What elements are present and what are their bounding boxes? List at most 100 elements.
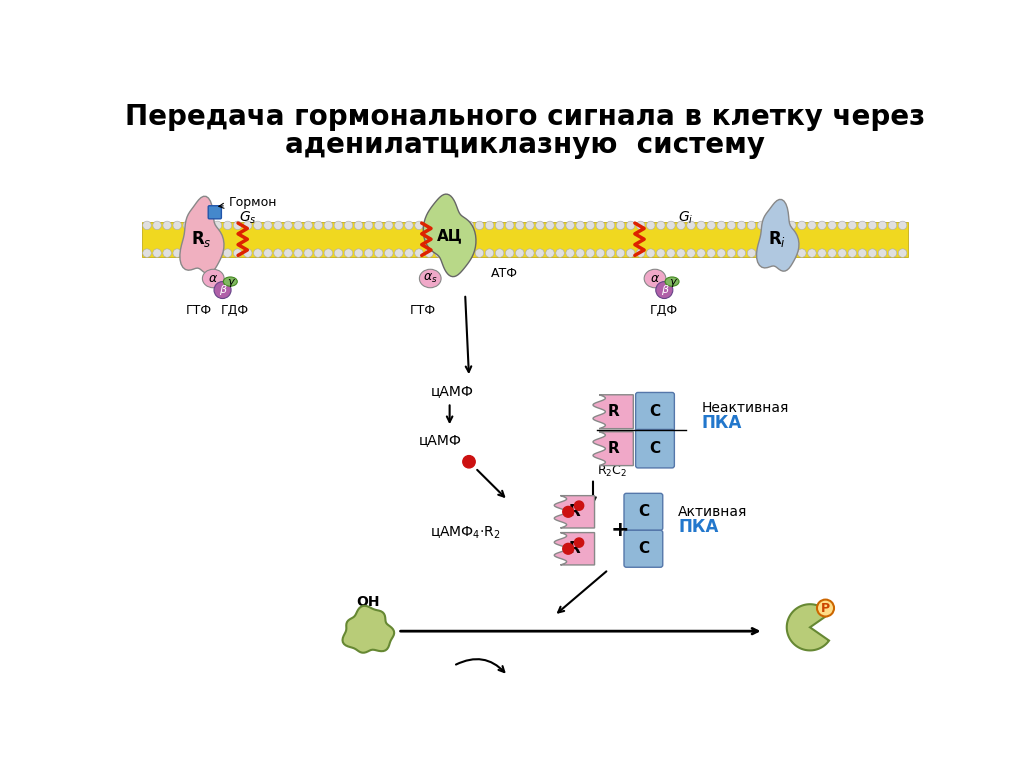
Circle shape <box>233 221 242 230</box>
Circle shape <box>707 221 716 230</box>
Circle shape <box>586 249 595 257</box>
Polygon shape <box>554 532 595 565</box>
Circle shape <box>646 221 655 230</box>
Circle shape <box>697 221 706 230</box>
Circle shape <box>475 249 483 257</box>
Circle shape <box>677 221 685 230</box>
Circle shape <box>737 249 745 257</box>
Circle shape <box>365 249 373 257</box>
Circle shape <box>627 249 635 257</box>
Circle shape <box>334 249 343 257</box>
Circle shape <box>153 221 162 230</box>
Text: R: R <box>568 541 581 556</box>
Ellipse shape <box>644 270 666 288</box>
Text: Активная: Активная <box>678 505 748 519</box>
Circle shape <box>314 249 323 257</box>
Circle shape <box>475 221 483 230</box>
Text: β: β <box>219 285 226 295</box>
Circle shape <box>163 221 171 230</box>
Circle shape <box>898 221 907 230</box>
Ellipse shape <box>420 270 441 288</box>
Circle shape <box>455 221 464 230</box>
Circle shape <box>888 249 897 257</box>
Circle shape <box>223 221 231 230</box>
Circle shape <box>375 249 383 257</box>
Circle shape <box>758 249 766 257</box>
Circle shape <box>586 221 595 230</box>
Circle shape <box>697 249 706 257</box>
Text: ГДФ: ГДФ <box>650 304 678 317</box>
Circle shape <box>385 221 393 230</box>
Circle shape <box>848 221 856 230</box>
Circle shape <box>574 501 584 510</box>
Polygon shape <box>786 604 829 650</box>
Circle shape <box>858 221 866 230</box>
Circle shape <box>627 221 635 230</box>
Circle shape <box>254 221 262 230</box>
Polygon shape <box>423 194 476 276</box>
Circle shape <box>223 249 231 257</box>
Circle shape <box>575 249 585 257</box>
Circle shape <box>455 249 464 257</box>
Circle shape <box>787 221 796 230</box>
Circle shape <box>687 249 695 257</box>
Circle shape <box>525 249 535 257</box>
Circle shape <box>556 249 564 257</box>
Ellipse shape <box>665 277 679 286</box>
Circle shape <box>787 249 796 257</box>
Circle shape <box>879 249 887 257</box>
Text: R: R <box>607 404 620 419</box>
Text: +: + <box>610 520 630 541</box>
Circle shape <box>868 249 877 257</box>
Circle shape <box>737 221 745 230</box>
Circle shape <box>808 249 816 257</box>
Circle shape <box>808 221 816 230</box>
Text: P: P <box>821 601 830 614</box>
Circle shape <box>748 221 756 230</box>
Circle shape <box>717 221 726 230</box>
Circle shape <box>827 221 837 230</box>
Circle shape <box>435 249 443 257</box>
Circle shape <box>294 221 302 230</box>
Circle shape <box>214 282 231 299</box>
Bar <box>142 221 907 257</box>
Circle shape <box>375 221 383 230</box>
Circle shape <box>616 221 625 230</box>
Circle shape <box>404 221 414 230</box>
Circle shape <box>536 221 544 230</box>
Polygon shape <box>554 495 595 528</box>
Circle shape <box>244 249 252 257</box>
Ellipse shape <box>203 270 224 288</box>
Circle shape <box>173 249 181 257</box>
Circle shape <box>727 221 735 230</box>
Circle shape <box>263 221 272 230</box>
Text: R: R <box>607 441 620 456</box>
Circle shape <box>566 221 574 230</box>
Circle shape <box>425 221 433 230</box>
Text: ГДФ: ГДФ <box>221 304 249 317</box>
Circle shape <box>304 221 312 230</box>
Circle shape <box>365 221 373 230</box>
FancyBboxPatch shape <box>624 493 663 530</box>
Text: ПКА: ПКА <box>678 518 719 536</box>
Circle shape <box>606 249 614 257</box>
Circle shape <box>496 249 504 257</box>
Circle shape <box>263 249 272 257</box>
Circle shape <box>727 249 735 257</box>
Circle shape <box>777 221 786 230</box>
Text: C: C <box>649 404 660 419</box>
Circle shape <box>294 249 302 257</box>
Text: R$_2$C$_2$: R$_2$C$_2$ <box>597 463 628 478</box>
Circle shape <box>838 249 847 257</box>
Circle shape <box>334 221 343 230</box>
Circle shape <box>606 221 614 230</box>
Text: Гормон: Гормон <box>219 196 278 209</box>
Circle shape <box>838 221 847 230</box>
Circle shape <box>163 249 171 257</box>
Text: цАМФ: цАМФ <box>430 384 473 398</box>
Circle shape <box>485 221 494 230</box>
Circle shape <box>244 221 252 230</box>
Text: ГТФ: ГТФ <box>186 304 212 317</box>
Circle shape <box>748 249 756 257</box>
Circle shape <box>687 221 695 230</box>
